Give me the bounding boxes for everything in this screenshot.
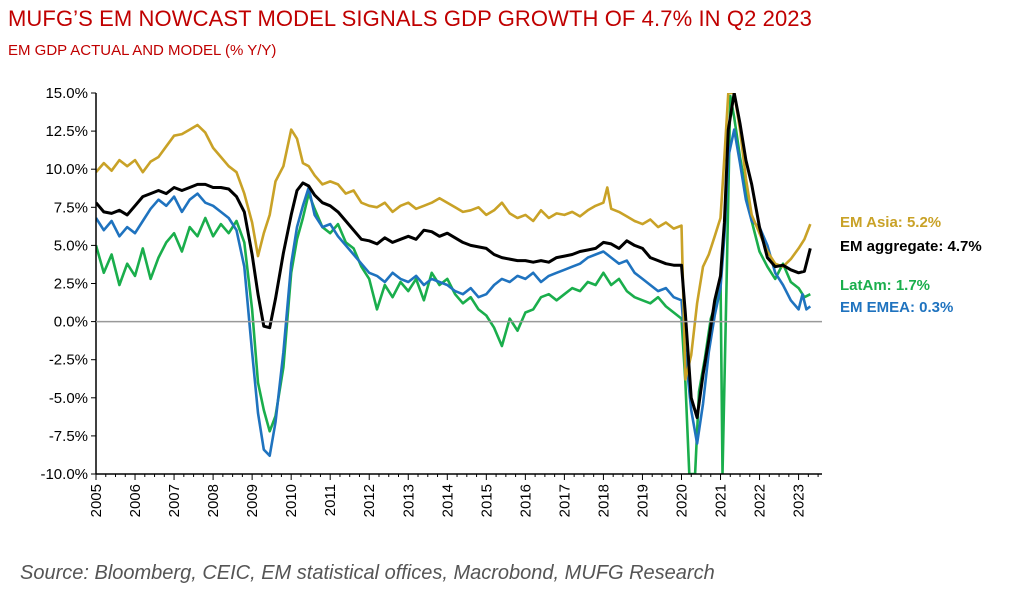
chart-subtitle: EM GDP ACTUAL AND MODEL (% Y/Y) <box>8 42 277 59</box>
x-tick-label: 2018 <box>595 484 612 517</box>
y-tick-label: 10.0% <box>45 161 88 178</box>
x-tick-label: 2013 <box>400 484 417 517</box>
x-tick-label: 2022 <box>752 484 769 517</box>
y-tick-label: 12.5% <box>45 123 88 140</box>
x-tick-label: 2012 <box>361 484 378 517</box>
x-tick-label: 2021 <box>713 484 730 517</box>
y-tick-label: -7.5% <box>49 428 88 445</box>
chart-title: MUFG’S EM NOWCAST MODEL SIGNALS GDP GROW… <box>8 6 812 31</box>
series-line-em-emea <box>96 128 812 457</box>
x-tick-label: 2015 <box>478 484 495 517</box>
x-tick-label: 2005 <box>88 484 105 517</box>
x-tick-label: 2017 <box>556 484 573 517</box>
x-tick-label: 2011 <box>322 484 339 516</box>
series-line-latam <box>96 94 811 474</box>
x-tick-label: 2009 <box>244 484 261 517</box>
legend-label-em-aggregate: EM aggregate: 4.7% <box>840 238 982 255</box>
x-tick-label: 2007 <box>166 484 183 517</box>
y-tick-label: 2.5% <box>54 276 88 293</box>
y-tick-label: 15.0% <box>45 85 88 102</box>
y-tick-label: 0.0% <box>54 314 88 331</box>
x-tick-label: 2010 <box>283 484 300 517</box>
legend-label-em-emea: EM EMEA: 0.3% <box>840 299 953 316</box>
x-tick-label: 2019 <box>634 484 651 517</box>
x-tick-label: 2020 <box>673 484 690 517</box>
plot-lines <box>96 93 812 474</box>
legend-label-em-asia: EM Asia: 5.2% <box>840 214 941 231</box>
x-tick-label: 2016 <box>517 484 534 517</box>
y-tick-label: -2.5% <box>49 352 88 369</box>
source-note: Source: Bloomberg, CEIC, EM statistical … <box>20 562 715 584</box>
labels: EM Asia: 5.2% EM aggregate: 4.7% LatAm: 1.… <box>840 214 982 316</box>
series-line-em-asia <box>96 93 812 381</box>
line-chart: 15.0% 12.5% 10.0% 7.5% 5.0% 2.5% 0.0% -2.5% -5.0… <box>40 85 982 517</box>
y-tick-label: -10.0% <box>40 466 88 483</box>
y-tick-label: 7.5% <box>54 199 88 216</box>
x-tick-label: 2006 <box>127 484 144 517</box>
x-tick-label: 2014 <box>439 484 456 517</box>
x-tick-label: 2023 <box>791 484 808 517</box>
series-line-em-aggregate <box>96 93 812 420</box>
legend-label-latam: LatAm: 1.7% <box>840 277 930 294</box>
x-tick-label: 2008 <box>205 484 222 517</box>
y-tick-label: -5.0% <box>49 390 88 407</box>
axes: 15.0% 12.5% 10.0% 7.5% 5.0% 2.5% 0.0% -2.5% -5.0… <box>40 85 822 517</box>
y-tick-label: 5.0% <box>54 237 88 254</box>
